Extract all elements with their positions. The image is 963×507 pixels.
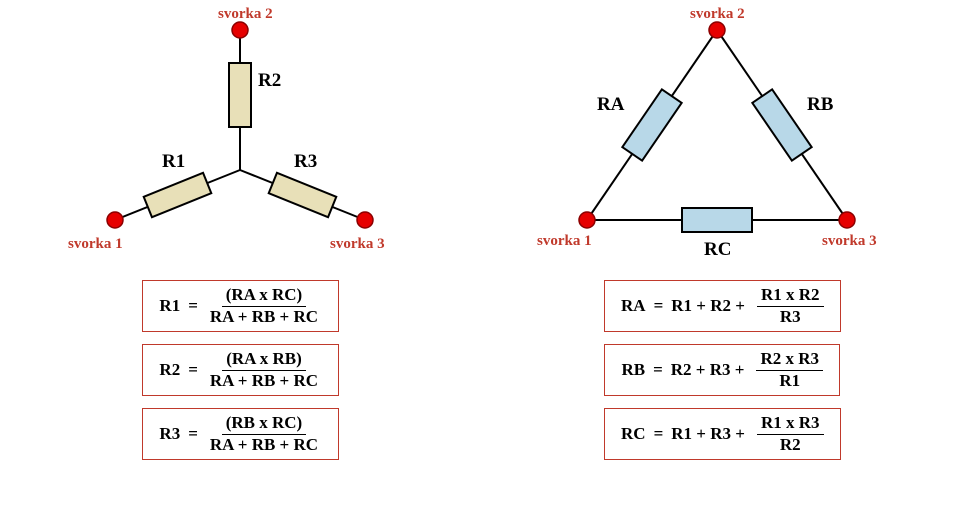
terminal-3 xyxy=(357,212,373,228)
terminal-1 xyxy=(107,212,123,228)
terminal-3 xyxy=(839,212,855,228)
star-network-panel: R1 R2 R3 svorka 1 svorka 2 svorka 3 xyxy=(0,0,482,507)
delta-network-panel: RA RB RC svorka 1 svorka 2 svorka 3 xyxy=(482,0,963,507)
terminal-1-label: svorka 1 xyxy=(537,233,592,249)
terminal-3-label: svorka 3 xyxy=(330,236,385,252)
terminal-2 xyxy=(709,22,725,38)
terminal-1-label: svorka 1 xyxy=(68,236,123,252)
resistor-ra xyxy=(622,89,681,160)
resistor-r1 xyxy=(144,173,212,217)
formula-rb: RB = R2 + R3 + R2 x R3 R1 xyxy=(604,344,840,396)
delta-diagram: RA RB RC svorka 1 svorka 2 svorka 3 xyxy=(482,0,963,270)
formula-r2: R2 = (RA x RB) RA + RB + RC xyxy=(142,344,339,396)
formula-r1: R1 = (RA x RC) RA + RB + RC xyxy=(142,280,339,332)
r3-label: R3 xyxy=(294,151,317,172)
ra-label: RA xyxy=(597,94,625,115)
delta-formulas: RA = R1 + R2 + R1 x R2 R3 RB = R2 + R3 +… xyxy=(482,270,963,460)
terminal-1 xyxy=(579,212,595,228)
terminal-2 xyxy=(232,22,248,38)
terminal-2-label: svorka 2 xyxy=(690,6,745,22)
resistor-rb xyxy=(752,89,811,160)
terminal-3-label: svorka 3 xyxy=(822,233,877,249)
resistor-rc xyxy=(682,208,752,232)
rb-label: RB xyxy=(807,94,834,115)
terminal-2-label: svorka 2 xyxy=(218,6,273,22)
resistor-r2 xyxy=(229,63,251,127)
formula-rc: RC = R1 + R3 + R1 x R3 R2 xyxy=(604,408,841,460)
star-formulas: R1 = (RA x RC) RA + RB + RC R2 = (RA x R… xyxy=(0,270,482,460)
rc-label: RC xyxy=(704,239,731,260)
formula-r3: R3 = (RB x RC) RA + RB + RC xyxy=(142,408,339,460)
resistor-r3 xyxy=(269,173,337,217)
r2-label: R2 xyxy=(258,70,281,91)
star-diagram: R1 R2 R3 svorka 1 svorka 2 svorka 3 xyxy=(0,0,482,270)
formula-ra: RA = R1 + R2 + R1 x R2 R3 xyxy=(604,280,841,332)
r1-label: R1 xyxy=(162,151,185,172)
